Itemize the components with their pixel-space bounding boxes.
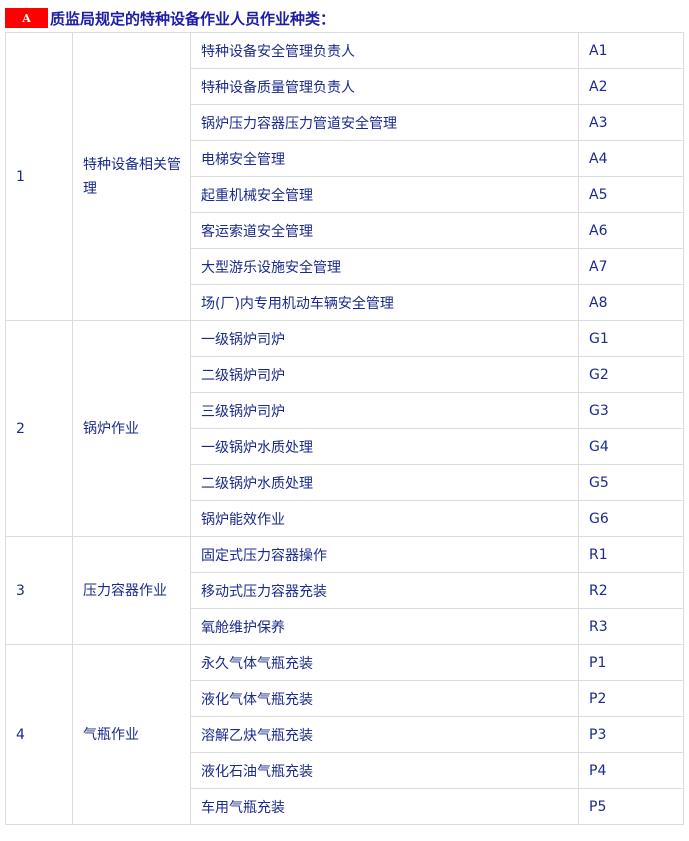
table-row: 起重机械安全管理 A5 xyxy=(6,176,684,213)
operation-name: 二级锅炉水质处理 xyxy=(190,464,579,501)
table-row: 移动式压力容器充装 R2 xyxy=(6,572,684,609)
table-row: 4 气瓶作业 永久气体气瓶充装 P1 xyxy=(5,644,684,825)
operation-code: A5 xyxy=(578,176,684,213)
table-row: 三级锅炉司炉 G3 xyxy=(6,392,684,429)
table-row: 1 特种设备相关管理 特种设备安全管理负责人 A1 xyxy=(5,32,684,321)
operation-code: G2 xyxy=(578,356,684,393)
table-row: 二级锅炉水质处理 G5 xyxy=(6,464,684,501)
table-row: 电梯安全管理 A4 xyxy=(6,140,684,177)
operation-code: P2 xyxy=(578,680,684,717)
section-heading: 质监局规定的特种设备作业人员作业种类： xyxy=(50,9,336,28)
table-row: 液化气体气瓶充装 P2 xyxy=(6,680,684,717)
operation-name: 氧舱维护保养 xyxy=(190,608,579,645)
operation-code: P1 xyxy=(578,644,684,681)
operation-code: G1 xyxy=(578,320,684,357)
table-row: 3 压力容器作业 固定式压力容器操作 R1 xyxy=(5,536,684,645)
operation-code: G5 xyxy=(578,464,684,501)
operation-code: A4 xyxy=(578,140,684,177)
operation-types-table: 1 特种设备相关管理 特种设备安全管理负责人 A1 特种设备质量管理负责人 A2 锅炉压力容… xyxy=(5,32,684,825)
operation-code: P3 xyxy=(578,716,684,753)
operation-code: P4 xyxy=(578,752,684,789)
operation-name: 客运索道安全管理 xyxy=(190,212,579,249)
group-number: 3 xyxy=(5,536,73,645)
group-category: 锅炉作业 xyxy=(72,320,191,537)
operation-name: 特种设备质量管理负责人 xyxy=(190,68,579,105)
operation-name: 移动式压力容器充装 xyxy=(190,572,579,609)
operation-name: 锅炉能效作业 xyxy=(190,500,579,537)
operation-code: G6 xyxy=(578,500,684,537)
operation-name: 电梯安全管理 xyxy=(190,140,579,177)
operation-name: 车用气瓶充装 xyxy=(190,788,579,825)
table-row: 氧舱维护保养 R3 xyxy=(6,608,684,645)
operation-name: 三级锅炉司炉 xyxy=(190,392,579,429)
operation-name: 溶解乙炔气瓶充装 xyxy=(190,716,579,753)
operation-code: A6 xyxy=(578,212,684,249)
operation-name: 液化气体气瓶充装 xyxy=(190,680,579,717)
group-category: 气瓶作业 xyxy=(72,644,191,825)
table-row: 车用气瓶充装 P5 xyxy=(6,788,684,825)
operation-code: R1 xyxy=(578,536,684,573)
group-number: 4 xyxy=(5,644,73,825)
section-title: A 质监局规定的特种设备作业人员作业种类： xyxy=(5,7,335,29)
table-row: 特种设备质量管理负责人 A2 xyxy=(6,68,684,105)
group-category: 压力容器作业 xyxy=(72,536,191,645)
operation-code: G4 xyxy=(578,428,684,465)
table-row: 锅炉能效作业 G6 xyxy=(6,500,684,537)
table-row: 2 锅炉作业 一级锅炉司炉 G1 xyxy=(5,320,684,537)
table-row: 大型游乐设施安全管理 A7 xyxy=(6,248,684,285)
table-row: 二级锅炉司炉 G2 xyxy=(6,356,684,393)
table-row: 客运索道安全管理 A6 xyxy=(6,212,684,249)
operation-name: 永久气体气瓶充装 xyxy=(190,644,579,681)
operation-code: A8 xyxy=(578,284,684,321)
operation-code: A1 xyxy=(578,32,684,69)
operation-code: R2 xyxy=(578,572,684,609)
group-number: 2 xyxy=(5,320,73,537)
operation-name: 锅炉压力容器压力管道安全管理 xyxy=(190,104,579,141)
table-row: 溶解乙炔气瓶充装 P3 xyxy=(6,716,684,753)
operation-code: P5 xyxy=(578,788,684,825)
operation-code: A7 xyxy=(578,248,684,285)
table-row: 锅炉压力容器压力管道安全管理 A3 xyxy=(6,104,684,141)
table-row: 液化石油气瓶充装 P4 xyxy=(6,752,684,789)
operation-name: 场(厂)内专用机动车辆安全管理 xyxy=(190,284,579,321)
operation-name: 液化石油气瓶充装 xyxy=(190,752,579,789)
operation-code: R3 xyxy=(578,608,684,645)
table-row: 场(厂)内专用机动车辆安全管理 A8 xyxy=(6,284,684,321)
operation-name: 一级锅炉水质处理 xyxy=(190,428,579,465)
operation-code: A2 xyxy=(578,68,684,105)
group-number: 1 xyxy=(5,32,73,321)
operation-name: 一级锅炉司炉 xyxy=(190,320,579,357)
group-category: 特种设备相关管理 xyxy=(72,32,191,321)
section-badge: A xyxy=(5,8,48,28)
operation-code: G3 xyxy=(578,392,684,429)
operation-code: A3 xyxy=(578,104,684,141)
operation-name: 固定式压力容器操作 xyxy=(190,536,579,573)
operation-name: 大型游乐设施安全管理 xyxy=(190,248,579,285)
operation-name: 特种设备安全管理负责人 xyxy=(190,32,579,69)
operation-name: 二级锅炉司炉 xyxy=(190,356,579,393)
operation-name: 起重机械安全管理 xyxy=(190,176,579,213)
